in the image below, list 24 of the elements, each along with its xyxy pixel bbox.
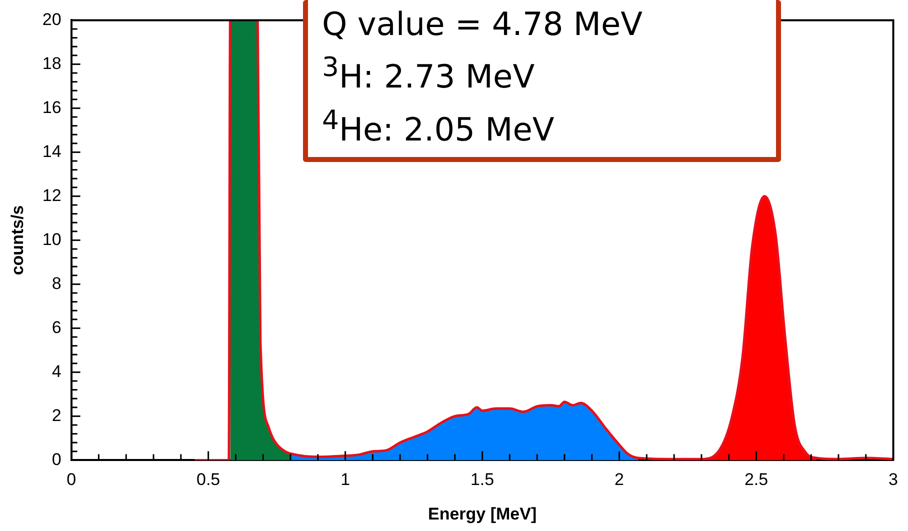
x-tick-label: 3 xyxy=(888,470,898,490)
y-tick-label: 20 xyxy=(42,10,62,29)
y-tick-label: 12 xyxy=(42,186,62,205)
x-tick-label: 2.5 xyxy=(744,470,768,490)
annotation: Q value = 4.78 MeV xyxy=(322,4,644,45)
annotation: $^{3}$H: 2.73 MeV xyxy=(322,51,536,98)
y-tick-label: 6 xyxy=(52,318,62,337)
y-tick-label: 2 xyxy=(52,406,62,425)
y-tick-label: 16 xyxy=(42,98,62,117)
x-tick-label: 0 xyxy=(66,470,76,490)
y-tick-label: 10 xyxy=(42,230,62,249)
y-axis-title: counts/s xyxy=(8,205,27,276)
x-tick-label: 2 xyxy=(614,470,624,490)
x-axis-title: Energy [MeV] xyxy=(428,504,537,524)
callout-box: Q value = 4.78 MeV $^{3}$H: 2.73 MeV $^{4}$He: 2.05 MeV xyxy=(303,0,781,162)
annotation: $^{4}$He: 2.05 MeV xyxy=(322,104,556,150)
x-tick-label: 1.5 xyxy=(470,470,494,490)
x-tick-label: 0.5 xyxy=(196,470,220,490)
y-tick-label: 0 xyxy=(52,450,62,469)
y-tick-label: 8 xyxy=(52,274,62,293)
x-tick-label: 1 xyxy=(340,470,350,490)
y-tick-label: 4 xyxy=(52,362,62,381)
y-tick-label: 18 xyxy=(42,54,62,73)
y-tick-label: 14 xyxy=(42,142,62,161)
